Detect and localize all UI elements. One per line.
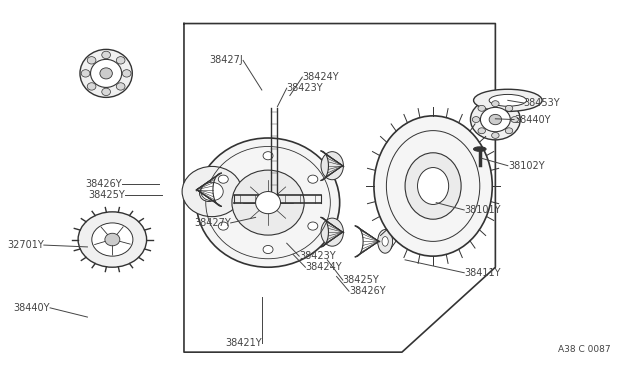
Text: A38 C 0087: A38 C 0087 (558, 345, 611, 354)
Ellipse shape (474, 147, 486, 151)
Ellipse shape (102, 51, 111, 59)
Ellipse shape (492, 101, 499, 107)
Ellipse shape (405, 153, 461, 219)
Text: 38440Y: 38440Y (514, 115, 550, 125)
Text: 32701Y: 32701Y (7, 240, 44, 250)
Ellipse shape (489, 94, 527, 106)
Ellipse shape (263, 246, 273, 254)
Text: 38101Y: 38101Y (464, 205, 500, 215)
Ellipse shape (200, 185, 218, 202)
Ellipse shape (81, 70, 90, 77)
Ellipse shape (308, 222, 318, 230)
Ellipse shape (378, 230, 392, 253)
Text: 38424Y: 38424Y (305, 262, 342, 272)
Ellipse shape (100, 68, 113, 79)
Ellipse shape (92, 223, 133, 256)
Ellipse shape (102, 88, 111, 96)
Ellipse shape (506, 105, 513, 111)
Ellipse shape (90, 60, 122, 87)
Text: 38427Y: 38427Y (194, 218, 230, 228)
Text: 38411Y: 38411Y (464, 268, 500, 278)
Ellipse shape (321, 152, 344, 180)
Ellipse shape (122, 70, 131, 77)
Ellipse shape (511, 116, 518, 122)
Text: 38425Y: 38425Y (88, 190, 125, 200)
Ellipse shape (506, 128, 513, 134)
Ellipse shape (478, 105, 486, 111)
Ellipse shape (255, 192, 280, 214)
Ellipse shape (374, 116, 492, 256)
Ellipse shape (87, 57, 96, 64)
Ellipse shape (492, 132, 499, 138)
Ellipse shape (78, 212, 147, 267)
Ellipse shape (478, 128, 486, 134)
Ellipse shape (263, 152, 273, 160)
Ellipse shape (417, 167, 449, 205)
Text: 38423Y: 38423Y (287, 83, 323, 93)
Text: 38453Y: 38453Y (524, 98, 560, 108)
Ellipse shape (474, 89, 542, 112)
Ellipse shape (308, 175, 318, 183)
Ellipse shape (472, 116, 480, 122)
Text: 38426Y: 38426Y (85, 179, 122, 189)
Ellipse shape (116, 83, 125, 90)
Ellipse shape (218, 175, 228, 183)
Text: 38426Y: 38426Y (349, 286, 386, 296)
Ellipse shape (382, 237, 388, 246)
Ellipse shape (182, 166, 242, 217)
Text: 38424Y: 38424Y (302, 72, 339, 82)
Ellipse shape (489, 114, 502, 125)
Text: 38423Y: 38423Y (299, 251, 336, 261)
Ellipse shape (116, 57, 125, 64)
Text: 38427J: 38427J (209, 55, 243, 65)
Text: 38425Y: 38425Y (343, 275, 380, 285)
Text: 38440Y: 38440Y (13, 303, 50, 313)
Ellipse shape (196, 138, 340, 267)
Ellipse shape (321, 218, 344, 246)
Ellipse shape (481, 108, 510, 132)
Text: 38102Y: 38102Y (508, 161, 545, 171)
Ellipse shape (80, 49, 132, 97)
Ellipse shape (470, 99, 520, 140)
Ellipse shape (218, 222, 228, 230)
Ellipse shape (201, 182, 223, 201)
Ellipse shape (232, 170, 304, 235)
Ellipse shape (105, 233, 120, 246)
Text: 38421Y: 38421Y (225, 338, 262, 348)
Ellipse shape (87, 83, 96, 90)
